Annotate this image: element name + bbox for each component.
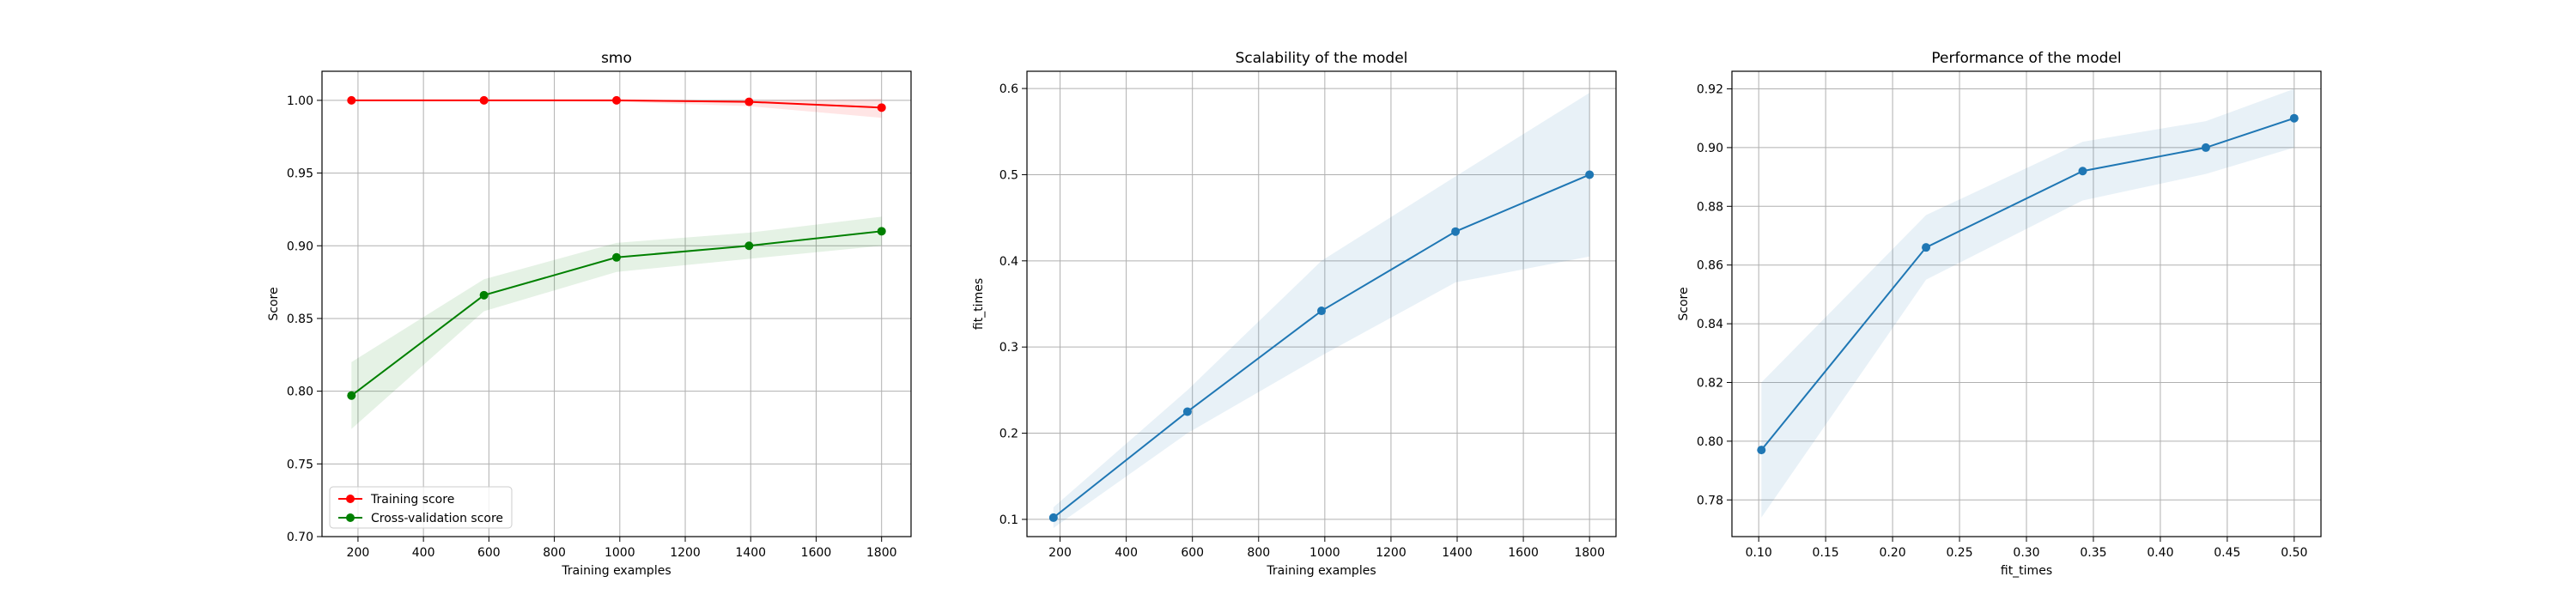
data-point: [1451, 227, 1461, 236]
subplots: 200 400 600 800 1000 1200 1400 1600 1800 0.70 0.75…: [267, 50, 2322, 578]
x-tick-label: 1800: [1574, 546, 1605, 560]
y-tick-label: 0.90: [287, 240, 313, 253]
x-tick-label: 600: [477, 546, 501, 560]
x-tick-label: 800: [543, 546, 566, 560]
x-tick-label: 600: [1181, 546, 1204, 560]
y-axis-label: Score: [1677, 287, 1691, 320]
data-point: [347, 95, 356, 105]
x-tick-label: 0.10: [1746, 546, 1772, 560]
y-axis-label: Score: [267, 287, 281, 320]
x-tick-label: 1200: [670, 546, 701, 560]
x-tick-label: 1000: [605, 546, 635, 560]
legend: Training score Cross-validation score: [329, 486, 513, 529]
data-point: [347, 391, 356, 400]
legend-marker: [346, 495, 355, 503]
data-point: [479, 290, 489, 300]
data-point: [1757, 446, 1766, 455]
data-point: [612, 252, 621, 262]
y-axis-label: fit_times: [972, 278, 986, 330]
data-point: [1048, 513, 1058, 522]
data-point: [744, 97, 754, 106]
x-tick-label: 0.45: [2214, 546, 2240, 560]
x-axis-label: Training examples: [561, 564, 671, 578]
y-tick-label: 0.84: [1697, 318, 1723, 331]
legend-label: Training score: [370, 493, 454, 507]
subplot-2: 200 400 600 800 1000 1200 1400 1600 1800 0.1 0.2 0.…: [972, 50, 1617, 578]
x-tick-label: 1400: [735, 546, 766, 560]
y-tick-label: 0.82: [1697, 376, 1723, 390]
x-tick-label: 0.30: [2013, 546, 2039, 560]
y-tick-label: 0.88: [1697, 200, 1723, 214]
y-tick-label: 0.5: [999, 168, 1018, 182]
x-axis-label: fit_times: [2001, 564, 2052, 578]
x-tick-label: 1800: [866, 546, 897, 560]
y-tick-label: 0.1: [999, 513, 1018, 527]
x-tick-label: 400: [1115, 546, 1138, 560]
data-point: [1585, 170, 1595, 179]
x-axis-label: Training examples: [1266, 564, 1376, 578]
x-tick-label: 0.35: [2080, 546, 2106, 560]
y-tick-label: 0.80: [1697, 435, 1723, 449]
y-tick-label: 0.80: [287, 385, 313, 399]
data-point: [1922, 243, 1931, 252]
y-tick-label: 0.92: [1697, 83, 1723, 97]
data-point: [877, 103, 886, 112]
x-tick-label: 1200: [1376, 546, 1406, 560]
x-tick-label: 0.15: [1813, 546, 1839, 560]
x-tick-label: 0.40: [2147, 546, 2173, 560]
plot-title: Scalability of the model: [1236, 50, 1408, 67]
data-point: [744, 241, 754, 251]
data-point: [2201, 143, 2210, 152]
subplot-1: 200 400 600 800 1000 1200 1400 1600 1800 0.70 0.75…: [267, 50, 912, 578]
data-point: [479, 95, 489, 105]
axes-frame: [1026, 70, 1617, 537]
data-point: [2078, 167, 2087, 176]
x-tick-label: 1600: [801, 546, 832, 560]
y-tick-label: 1.00: [287, 94, 313, 108]
y-tick-label: 0.2: [999, 428, 1018, 441]
x-tick-label: 1000: [1309, 546, 1340, 560]
x-tick-label: 1600: [1508, 546, 1539, 560]
y-tick-label: 0.4: [999, 255, 1018, 269]
y-tick-label: 0.75: [287, 458, 313, 471]
legend-label: Cross-validation score: [371, 512, 503, 525]
legend-marker: [346, 513, 355, 522]
y-tick-label: 0.85: [287, 313, 313, 326]
y-tick-label: 0.95: [287, 167, 313, 181]
x-tick-label: 200: [1048, 546, 1072, 560]
y-tick-label: 0.86: [1697, 259, 1723, 273]
x-tick-label: 200: [347, 546, 370, 560]
x-tick-label: 0.20: [1880, 546, 1906, 560]
confidence-band: [1761, 88, 2294, 518]
legend-box: [329, 486, 513, 529]
data-point: [1182, 407, 1192, 416]
y-tick-label: 0.70: [287, 531, 313, 544]
x-tick-label: 400: [412, 546, 435, 560]
y-tick-label: 0.3: [999, 341, 1018, 355]
data-point: [2289, 113, 2299, 123]
plot-title: smo: [601, 50, 632, 67]
y-tick-label: 0.90: [1697, 142, 1723, 155]
y-tick-label: 0.6: [999, 82, 1018, 96]
subplot-3: 0.10 0.15 0.20 0.25 0.30 0.35 0.40 0.45 0.50 0.78…: [1677, 50, 2322, 578]
y-tick-label: 0.78: [1697, 494, 1723, 507]
x-tick-label: 0.50: [2281, 546, 2307, 560]
plot-title: Performance of the model: [1931, 50, 2121, 67]
axes-frame: [321, 70, 912, 537]
data-point: [612, 95, 621, 105]
x-tick-label: 1400: [1442, 546, 1473, 560]
x-tick-label: 800: [1247, 546, 1270, 560]
data-point: [1317, 307, 1326, 316]
x-tick-label: 0.25: [1946, 546, 1972, 560]
data-point: [877, 227, 886, 236]
